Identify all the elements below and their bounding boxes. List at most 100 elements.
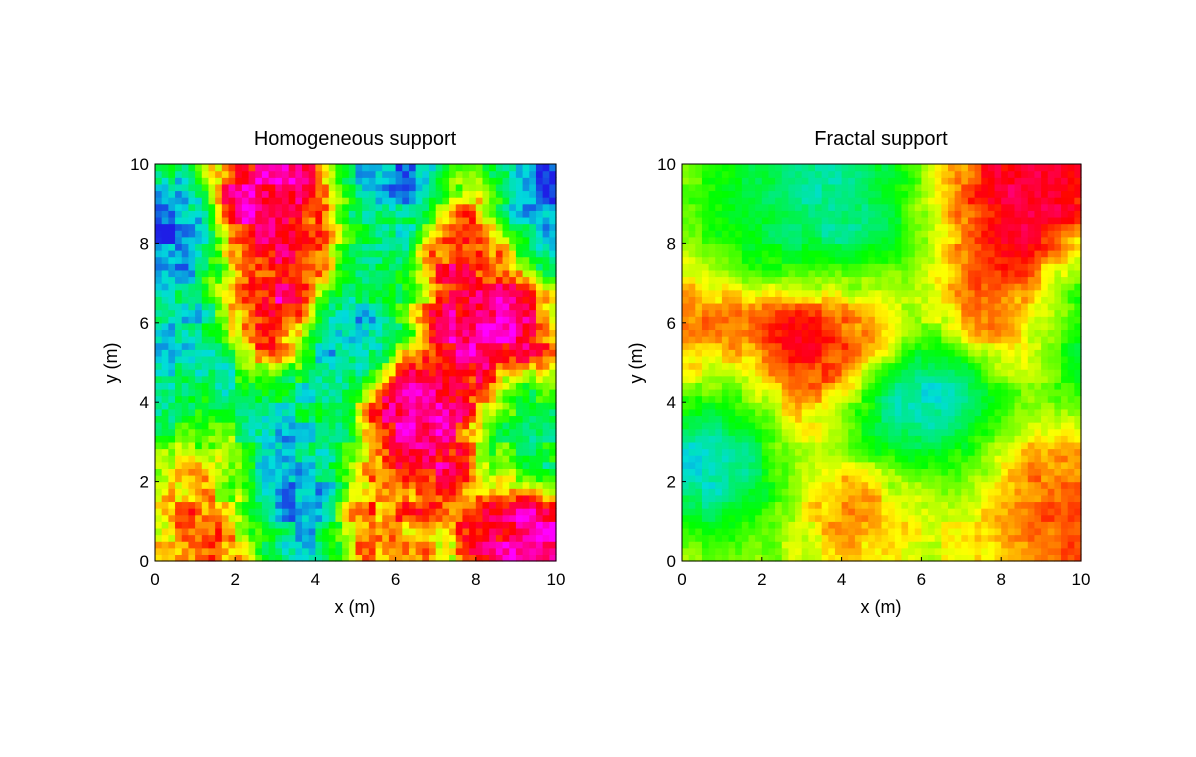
heatmap-cell (195, 481, 203, 489)
heatmap-cell (1027, 474, 1036, 483)
heatmap-cell (275, 554, 283, 562)
heatmap-cell (382, 395, 390, 403)
heatmap-cell (355, 369, 363, 377)
heatmap-cell (469, 494, 477, 503)
heatmap-cell (741, 541, 750, 549)
heatmap-cell (241, 501, 250, 509)
heatmap-cell (335, 183, 343, 192)
heatmap-cell (1054, 554, 1062, 562)
heatmap-cell (861, 422, 869, 430)
heatmap-cell (475, 322, 484, 331)
heatmap-cell (375, 329, 383, 337)
heatmap-cell (368, 388, 377, 397)
heatmap-cell (522, 488, 530, 496)
heatmap-cell (288, 527, 296, 536)
heatmap-cell (522, 177, 530, 185)
heatmap-cell (462, 223, 470, 231)
heatmap-cell (235, 395, 243, 403)
heatmap-cell (1041, 461, 1049, 469)
heatmap-cell (1021, 468, 1029, 476)
heatmap-cell (348, 329, 357, 337)
heatmap-cell (415, 461, 423, 469)
heatmap-cell (489, 329, 497, 337)
heatmap-cell (342, 534, 350, 542)
heatmap-cell (429, 283, 437, 291)
heatmap-cell (828, 441, 836, 450)
heatmap-cell (874, 534, 883, 542)
heatmap-cell (348, 435, 357, 443)
heatmap-cell (815, 541, 823, 549)
heatmap-cell (815, 461, 823, 469)
heatmap-cell (455, 336, 464, 344)
heatmap-cell (1007, 461, 1016, 469)
heatmap-cell (442, 190, 450, 198)
heatmap-cell (755, 455, 763, 463)
heatmap-cell (522, 342, 530, 350)
heatmap-cell (408, 223, 417, 231)
heatmap-cell (509, 289, 517, 297)
heatmap-cell (268, 170, 276, 178)
heatmap-cell (967, 534, 976, 542)
heatmap-cell (961, 435, 969, 443)
heatmap-cell (1067, 455, 1075, 463)
heatmap-cell (768, 494, 776, 503)
heatmap-cell (435, 329, 443, 337)
heatmap-cell (415, 408, 423, 417)
heatmap-cell (442, 342, 450, 350)
heatmap-cell (168, 481, 176, 489)
heatmap-cell (281, 554, 290, 562)
heatmap-cell (175, 395, 183, 403)
heatmap-cell (402, 164, 410, 172)
heatmap-cell (188, 216, 196, 225)
heatmap-cell (455, 236, 464, 244)
heatmap-cell (355, 250, 363, 258)
heatmap-cell (248, 481, 256, 489)
heatmap-cell (522, 243, 530, 251)
heatmap-cell (475, 521, 484, 529)
heatmap-cell (841, 455, 849, 463)
heatmap-cell (195, 474, 203, 483)
heatmap-cell (848, 514, 856, 522)
heatmap-cell (408, 554, 417, 562)
heatmap-cell (475, 190, 484, 198)
heatmap-cell (549, 216, 557, 225)
heatmap-cell (415, 494, 423, 503)
heatmap-cell (475, 422, 484, 430)
heatmap-cell (442, 269, 450, 278)
heatmap-cell (295, 541, 303, 549)
heatmap-cell (529, 302, 537, 311)
heatmap-cell (221, 170, 230, 178)
heatmap-cell (208, 336, 216, 344)
heatmap-cell (328, 183, 337, 192)
heatmap-cell (355, 402, 363, 410)
heatmap-cell (215, 216, 223, 225)
heatmap-cell (402, 170, 410, 178)
heatmap-cell (888, 441, 896, 450)
heatmap-cell (435, 422, 443, 430)
heatmap-cell (515, 527, 524, 536)
heatmap-cell (442, 448, 450, 456)
heatmap-cell (335, 455, 343, 463)
heatmap-cell (255, 336, 263, 344)
heatmap-cell (195, 501, 203, 509)
heatmap-cell (355, 256, 363, 264)
heatmap-cell (342, 263, 350, 271)
heatmap-cell (201, 243, 210, 251)
heatmap-cell (1034, 541, 1042, 549)
heatmap-cell (967, 527, 976, 536)
heatmap-cell (961, 455, 969, 463)
heatmap-cell (941, 461, 949, 469)
heatmap-cell (708, 527, 716, 536)
heatmap-cell (255, 316, 263, 324)
heatmap-cell (388, 170, 397, 178)
heatmap-cell (328, 342, 337, 350)
heatmap-cell (522, 355, 530, 364)
heatmap-cell (388, 349, 397, 357)
heatmap-cell (894, 547, 903, 555)
heatmap-cell (475, 541, 484, 549)
heatmap-cell (522, 382, 530, 390)
heatmap-cell (549, 455, 557, 463)
heatmap-cell (522, 435, 530, 443)
heatmap-cell (768, 547, 776, 555)
heatmap-cell (402, 461, 410, 469)
